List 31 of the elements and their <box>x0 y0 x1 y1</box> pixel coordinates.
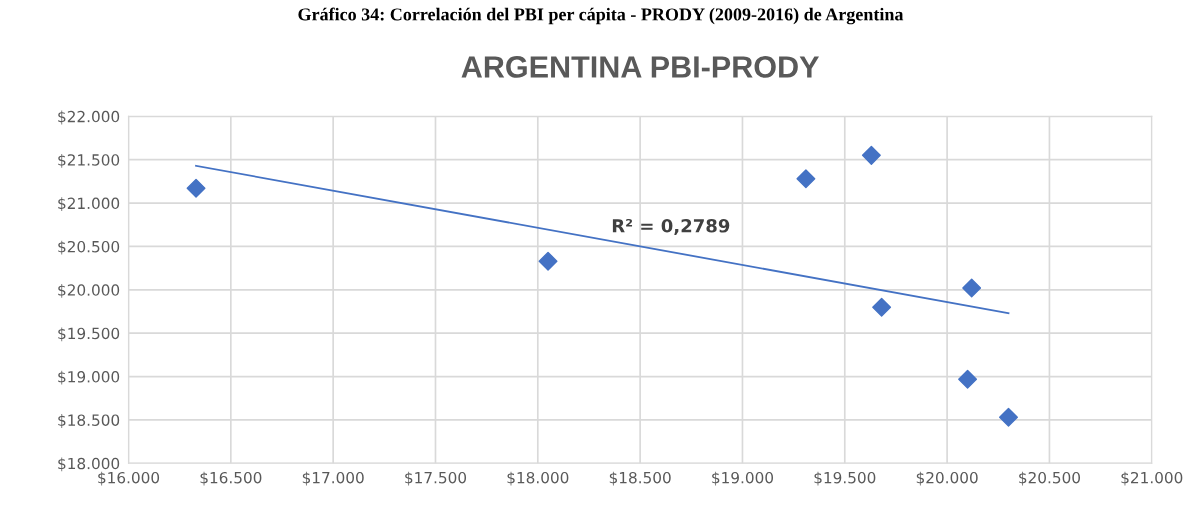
x-tick-label: $20.000 <box>916 471 978 486</box>
text: Gráfico 34: Correlación del PBI per cápita - PRODY (2009-2016) de Argentina <box>298 7 904 25</box>
y-tick-label: $20.500 <box>58 240 120 255</box>
x-tick-label: $17.000 <box>302 471 364 486</box>
x-tick-label: $21.000 <box>1121 471 1183 486</box>
y-tick-label: $18.500 <box>58 414 120 428</box>
y-tick-label: $21.000 <box>58 197 120 212</box>
x-tick-label: $16.500 <box>200 471 262 486</box>
chart-title: ARGENTINA PBI-PRODY <box>461 56 820 78</box>
y-tick-label: $19.000 <box>58 370 120 385</box>
y-tick-label: $18.000 <box>58 457 120 472</box>
x-tick-label: $16.000 <box>98 471 160 486</box>
y-tick-label: $21.500 <box>58 153 120 168</box>
point <box>538 251 558 271</box>
x-tick-label: $20.500 <box>1019 471 1081 486</box>
point <box>186 178 206 198</box>
point <box>861 145 881 165</box>
x-tick-label: $18.000 <box>507 471 569 486</box>
y-tick-label: $20.000 <box>58 284 120 298</box>
point <box>872 297 892 317</box>
y-tick-label: $19.500 <box>58 327 120 342</box>
annotation: R² = 0,2789 <box>612 218 730 235</box>
point <box>962 278 982 298</box>
x-tick-label: $18.500 <box>609 471 671 486</box>
x-tick-label: $17.500 <box>405 471 467 486</box>
x-tick-label: $19.500 <box>814 471 876 486</box>
x-tick-label: $19.000 <box>712 471 774 486</box>
y-tick-label: $22.000 <box>58 110 120 125</box>
point <box>999 407 1018 427</box>
point <box>958 369 978 389</box>
point <box>796 169 816 189</box>
